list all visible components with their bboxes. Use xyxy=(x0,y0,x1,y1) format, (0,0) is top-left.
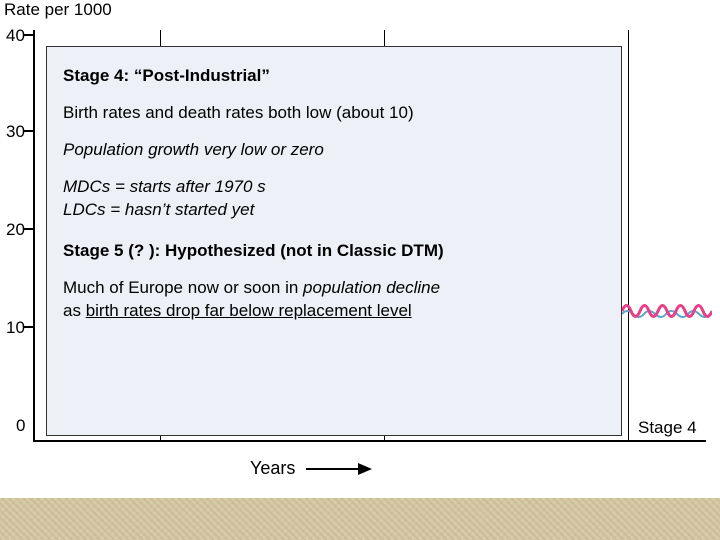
info-decline-em: population decline xyxy=(303,278,440,297)
dtm-chart: Rate per 1000 40 30 20 10 0 Stage 4 Year… xyxy=(0,0,720,480)
y-tick-10: 10 xyxy=(6,318,25,338)
stage-divider-3 xyxy=(628,30,629,440)
info-title: Stage 4: “Post-Industrial” xyxy=(63,65,605,88)
info-mdc: MDCs = starts after 1970 s xyxy=(63,177,266,196)
y-axis-line xyxy=(33,30,35,440)
x-arrow-head xyxy=(358,463,372,475)
footer-texture xyxy=(0,498,720,540)
info-stage5-title: Stage 5 (? ): Hypothesized (not in Class… xyxy=(63,240,605,263)
info-overlay: Stage 4: “Post-Industrial” Birth rates a… xyxy=(46,46,622,436)
y-tick-40: 40 xyxy=(6,26,25,46)
x-axis-label: Years xyxy=(250,458,295,479)
y-tickmark-30 xyxy=(23,130,33,132)
info-decline-tail: birth rates drop far below replacement l… xyxy=(86,301,412,320)
y-tick-20: 20 xyxy=(6,220,25,240)
info-growth: Population growth very low or zero xyxy=(63,139,605,162)
info-ldc: LDCs = hasn’t started yet xyxy=(63,200,254,219)
y-tickmark-10 xyxy=(23,326,33,328)
y-tickmark-20 xyxy=(23,228,33,230)
info-as: as xyxy=(63,301,86,320)
y-axis-title: Rate per 1000 xyxy=(4,0,112,20)
info-mdc-ldc: MDCs = starts after 1970 s LDCs = hasn’t… xyxy=(63,176,605,222)
info-rates: Birth rates and death rates both low (ab… xyxy=(63,102,605,125)
y-tickmark-40 xyxy=(23,34,33,36)
y-tick-30: 30 xyxy=(6,122,25,142)
x-axis-line xyxy=(33,440,706,442)
y-tick-0: 0 xyxy=(16,416,25,436)
stage-4-label: Stage 4 xyxy=(638,418,697,438)
x-arrow-shaft xyxy=(306,468,358,470)
birth-rate-line xyxy=(622,298,712,324)
info-decline-lead: Much of Europe now or soon in xyxy=(63,278,303,297)
info-decline: Much of Europe now or soon in population… xyxy=(63,277,605,323)
